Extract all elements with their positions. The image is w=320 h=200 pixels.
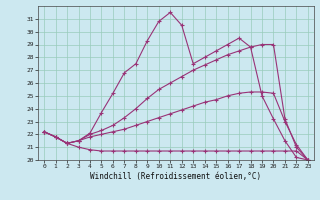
X-axis label: Windchill (Refroidissement éolien,°C): Windchill (Refroidissement éolien,°C) xyxy=(91,172,261,181)
